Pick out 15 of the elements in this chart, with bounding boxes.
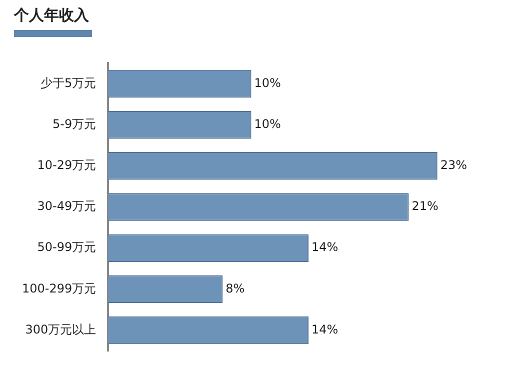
data-label: 14% xyxy=(312,240,338,254)
y-tick-label: 30-49万元 xyxy=(37,199,96,214)
y-tick-label: 少于5万元 xyxy=(40,76,96,90)
y-tick-label: 100-299万元 xyxy=(22,281,96,296)
y-tick-label: 300万元以上 xyxy=(25,322,96,336)
y-tick-label: 50-99万元 xyxy=(37,240,96,254)
chart-title: 个人年收入 xyxy=(14,6,89,25)
data-label: 14% xyxy=(312,322,338,336)
y-tick-label: 5-9万元 xyxy=(52,116,96,131)
y-tick-label: 10-29万元 xyxy=(37,158,96,172)
data-label: 10% xyxy=(254,76,281,90)
data-label: 10% xyxy=(254,116,281,131)
data-label: 21% xyxy=(412,199,438,214)
data-label: 23% xyxy=(440,158,468,172)
data-label: 8% xyxy=(226,281,245,296)
